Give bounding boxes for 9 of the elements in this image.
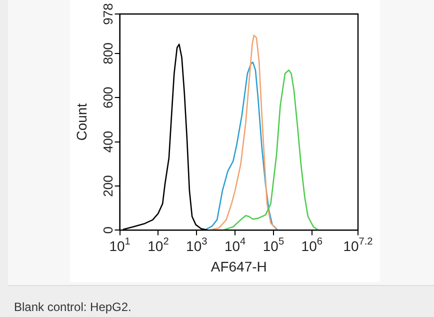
text: Blank control: HepG2. xyxy=(14,300,132,314)
y-tick-label: 978 xyxy=(100,3,116,25)
y-axis-title: Count xyxy=(73,103,90,141)
y-tick-label: 600 xyxy=(100,86,116,108)
y-tick-label: 200 xyxy=(100,175,116,197)
y-tick-label: 800 xyxy=(100,42,116,64)
y-tick-label: 400 xyxy=(100,130,116,153)
x-axis-title: AF647-H xyxy=(210,258,267,274)
y-tick-label: 0 xyxy=(100,226,116,234)
